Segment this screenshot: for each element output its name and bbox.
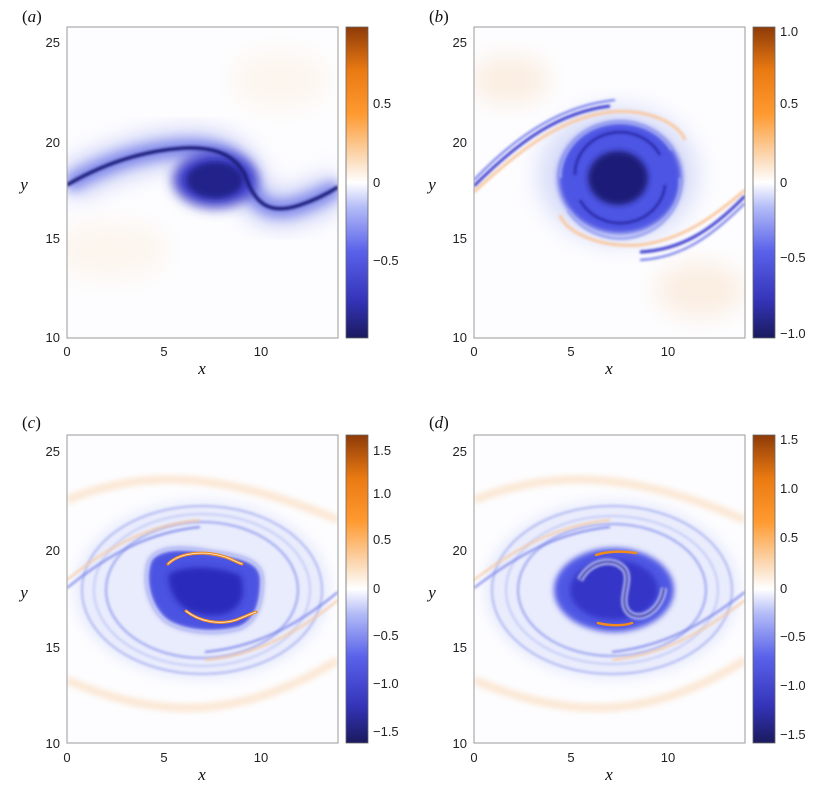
ylabel-c: y bbox=[18, 583, 28, 602]
heatmap-a bbox=[67, 27, 338, 338]
panel-label-c: (c) bbox=[22, 413, 41, 432]
panel-label-a: (a) bbox=[22, 7, 42, 26]
cbtick-b-3: −0.5 bbox=[780, 250, 806, 265]
plot-frame-c bbox=[66, 434, 339, 744]
ytick-b-20: 20 bbox=[453, 135, 467, 150]
xtick-c-10: 10 bbox=[254, 750, 268, 765]
ytick-c-20: 20 bbox=[46, 543, 60, 558]
xlabel-d: x bbox=[604, 765, 613, 784]
heatmap-d bbox=[474, 435, 745, 743]
xtick-d-10: 10 bbox=[661, 750, 675, 765]
cbtick-c-1: 1.0 bbox=[373, 486, 391, 501]
xlabel-a: x bbox=[197, 359, 206, 378]
panel-b: (b) 25 20 15 10 0 bbox=[426, 7, 805, 378]
cbtick-a-0: 0.5 bbox=[373, 96, 391, 111]
colorbar-a bbox=[345, 26, 369, 339]
cbtick-c-3: 0 bbox=[373, 581, 380, 596]
panel-label-d: (d) bbox=[429, 413, 449, 432]
cbtick-d-0: 1.5 bbox=[780, 432, 798, 447]
plot-frame-b bbox=[473, 26, 746, 339]
xtick-b-0: 0 bbox=[470, 344, 477, 359]
ytick-a-25: 25 bbox=[46, 35, 60, 50]
cbtick-d-5: −1.0 bbox=[780, 678, 806, 693]
ytick-b-10: 10 bbox=[453, 330, 467, 345]
cbtick-a-2: −0.5 bbox=[373, 253, 399, 268]
cbtick-c-4: −0.5 bbox=[373, 628, 399, 643]
ytick-d-25: 25 bbox=[453, 444, 467, 459]
ytick-b-25: 25 bbox=[453, 35, 467, 50]
ytick-d-20: 20 bbox=[453, 543, 467, 558]
xtick-b-5: 5 bbox=[567, 344, 574, 359]
cbtick-c-0: 1.5 bbox=[373, 443, 391, 458]
ylabel-a: y bbox=[18, 175, 28, 194]
cbtick-b-2: 0 bbox=[780, 175, 787, 190]
xlabel-c: x bbox=[197, 765, 206, 784]
ytick-d-15: 15 bbox=[453, 640, 467, 655]
xtick-c-5: 5 bbox=[160, 750, 167, 765]
ytick-c-15: 15 bbox=[46, 640, 60, 655]
panel-a: (a) 25 20 15 10 0 5 10 x y bbox=[18, 7, 398, 378]
xlabel-b: x bbox=[604, 359, 613, 378]
ytick-a-15: 15 bbox=[46, 231, 60, 246]
xtick-a-0: 0 bbox=[63, 344, 70, 359]
heatmap-c bbox=[67, 435, 338, 743]
xtick-a-5: 5 bbox=[160, 344, 167, 359]
cbtick-d-4: −0.5 bbox=[780, 629, 806, 644]
panel-d: (d) 25 20 15 10 bbox=[426, 413, 805, 784]
plot-frame-d bbox=[473, 434, 746, 744]
ylabel-b: y bbox=[426, 175, 436, 194]
xtick-a-10: 10 bbox=[254, 344, 268, 359]
ytick-c-10: 10 bbox=[46, 736, 60, 751]
xtick-b-10: 10 bbox=[661, 344, 675, 359]
cbtick-c-2: 0.5 bbox=[373, 532, 391, 547]
plot-frame-a bbox=[66, 26, 339, 339]
ylabel-d: y bbox=[426, 583, 436, 602]
cbtick-b-4: −1.0 bbox=[780, 326, 806, 341]
cbtick-d-6: −1.5 bbox=[780, 727, 806, 742]
heatmap-b bbox=[474, 27, 745, 338]
xtick-d-5: 5 bbox=[567, 750, 574, 765]
xtick-c-0: 0 bbox=[63, 750, 70, 765]
cbtick-c-5: −1.0 bbox=[373, 676, 399, 691]
ytick-a-20: 20 bbox=[46, 135, 60, 150]
cbtick-d-3: 0 bbox=[780, 581, 787, 596]
cbtick-a-1: 0 bbox=[373, 175, 380, 190]
cbtick-d-1: 1.0 bbox=[780, 481, 798, 496]
ytick-d-10: 10 bbox=[453, 736, 467, 751]
cbtick-d-2: 0.5 bbox=[780, 530, 798, 545]
ytick-c-25: 25 bbox=[46, 444, 60, 459]
xtick-d-0: 0 bbox=[470, 750, 477, 765]
cbtick-b-1: 0.5 bbox=[780, 96, 798, 111]
cbtick-b-0: 1.0 bbox=[780, 24, 798, 39]
colorbar-c bbox=[345, 434, 369, 744]
ytick-a-10: 10 bbox=[46, 330, 60, 345]
colorbar-b bbox=[752, 26, 776, 339]
panel-c: (c) 25 bbox=[18, 413, 398, 784]
cbtick-c-6: −1.5 bbox=[373, 724, 399, 739]
ytick-b-15: 15 bbox=[453, 231, 467, 246]
panel-label-b: (b) bbox=[429, 7, 449, 26]
colorbar-d bbox=[752, 434, 776, 744]
